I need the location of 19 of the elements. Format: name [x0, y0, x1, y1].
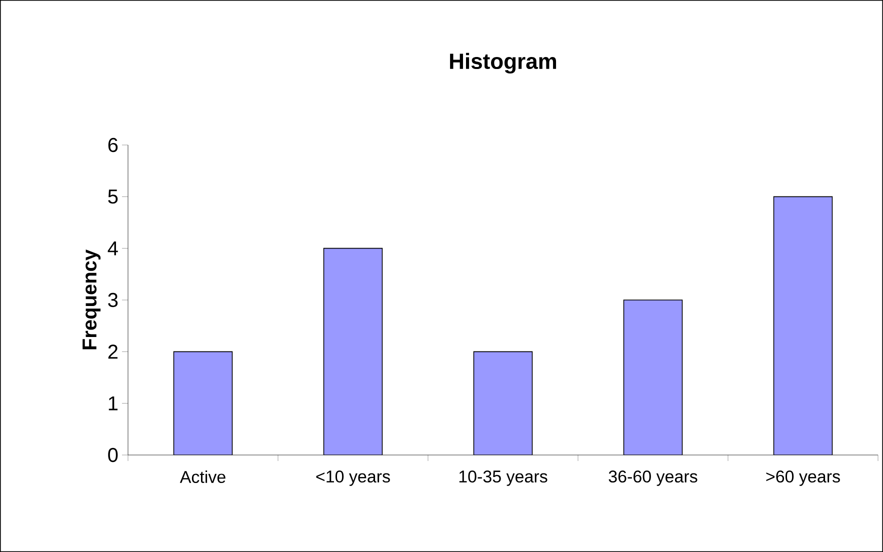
bar — [323, 248, 383, 455]
x-tick-label: >60 years — [766, 470, 840, 486]
bar — [173, 351, 233, 455]
y-tick-label: 1 — [108, 396, 118, 410]
x-tick-label: <10 years — [316, 470, 390, 486]
bar — [773, 196, 833, 455]
y-tick-label: 6 — [108, 138, 118, 152]
x-tick-label: 36-60 years — [608, 470, 698, 486]
y-tick-label: 0 — [108, 448, 118, 462]
y-axis-title: Frequency — [82, 250, 101, 350]
y-tick-label: 4 — [108, 241, 118, 256]
bar — [473, 351, 533, 455]
y-tick-label: 5 — [108, 190, 118, 204]
x-tick-label: Active — [180, 470, 226, 484]
y-tick-label: 2 — [108, 344, 118, 359]
x-tick-label: 10-35 years — [459, 470, 548, 486]
chart-title: Histogram — [450, 52, 556, 74]
bar — [623, 300, 683, 455]
y-tick-label: 3 — [108, 292, 118, 308]
